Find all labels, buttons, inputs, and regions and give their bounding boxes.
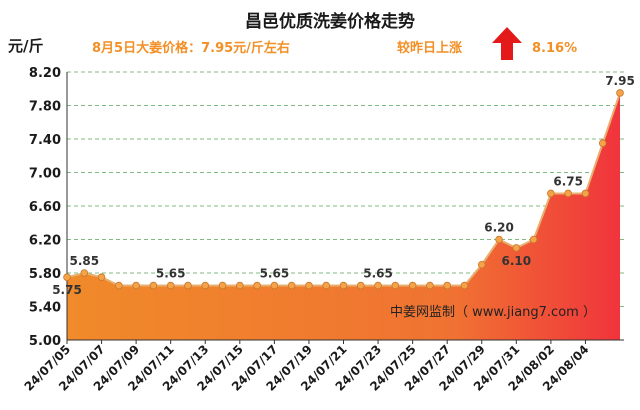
- data-point: [63, 273, 71, 281]
- subtitle-left: 8月5日大姜价格：7.95元/斤左右: [92, 40, 290, 56]
- data-point: [305, 281, 313, 290]
- data-point: [495, 235, 503, 244]
- data-point: [598, 139, 607, 147]
- data-point: [408, 281, 417, 290]
- data-point: [322, 281, 331, 290]
- data-point: [184, 281, 192, 290]
- data-label: 5.65: [363, 267, 393, 281]
- y-tick-label: 7.00: [29, 167, 61, 182]
- data-point: [253, 281, 261, 290]
- data-point: [236, 281, 244, 290]
- data-point: [581, 189, 590, 198]
- data-point: [443, 281, 451, 290]
- y-axis-unit-label: 元/斤: [8, 37, 43, 55]
- data-point: [115, 281, 123, 290]
- subtitle-right-value: 8.16%: [532, 41, 577, 56]
- x-tick-labels: 24/07/0524/07/0724/07/0924/07/1124/07/13…: [22, 340, 592, 394]
- data-label: 5.75: [52, 283, 82, 297]
- data-label: 5.85: [69, 254, 99, 268]
- y-tick-labels: 8.20 7.80 7.40 7.00 6.60 6.20 5.80 5.40 5.00: [29, 66, 61, 349]
- watermark-text: 中姜网监制（ www.jiang7.com ）: [390, 305, 596, 320]
- data-point: [80, 269, 89, 277]
- y-tick-label: 6.20: [29, 234, 61, 249]
- data-label: 6.10: [502, 254, 532, 268]
- data-point: [547, 189, 555, 198]
- data-point: [270, 281, 279, 290]
- y-tick-label: 8.20: [29, 66, 61, 81]
- y-tick-label: 6.60: [29, 200, 61, 215]
- data-label: 5.65: [156, 267, 186, 281]
- data-label: 7.95: [605, 74, 635, 88]
- data-markers: [63, 89, 624, 290]
- chart-title: 昌邑优质洗姜价格走势: [245, 11, 415, 32]
- data-point: [374, 281, 382, 290]
- data-point: [529, 235, 538, 244]
- data-point: [426, 281, 434, 290]
- data-point: [356, 281, 365, 290]
- data-point: [391, 281, 400, 290]
- data-labels: 5.75 5.85 5.65 5.65 5.65 6.20 6.10 6.75 7.95: [52, 74, 635, 297]
- data-point: [287, 281, 296, 290]
- data-point: [97, 273, 106, 281]
- data-point: [512, 244, 521, 252]
- data-point: [477, 260, 486, 269]
- area-fill: [67, 92, 620, 340]
- y-tick-label: 5.40: [29, 301, 61, 316]
- data-point: [201, 281, 210, 290]
- data-point: [564, 189, 572, 198]
- y-tick-label: 5.00: [29, 334, 61, 349]
- data-point: [339, 281, 348, 290]
- data-point: [460, 281, 469, 290]
- data-point: [166, 281, 175, 290]
- y-tick-label: 5.80: [29, 267, 61, 282]
- data-label: 5.65: [260, 267, 290, 281]
- y-tick-label: 7.40: [29, 133, 61, 148]
- data-point: [616, 89, 624, 97]
- up-arrow-icon: [492, 27, 522, 60]
- data-point: [132, 281, 140, 290]
- y-tick-label: 7.80: [29, 100, 61, 115]
- subtitle-right-label: 较昨日上涨: [397, 40, 462, 56]
- data-point: [149, 281, 158, 290]
- data-label: 6.75: [553, 174, 583, 188]
- data-label: 6.20: [484, 221, 514, 235]
- data-point: [218, 281, 227, 290]
- area-series: [66, 92, 621, 340]
